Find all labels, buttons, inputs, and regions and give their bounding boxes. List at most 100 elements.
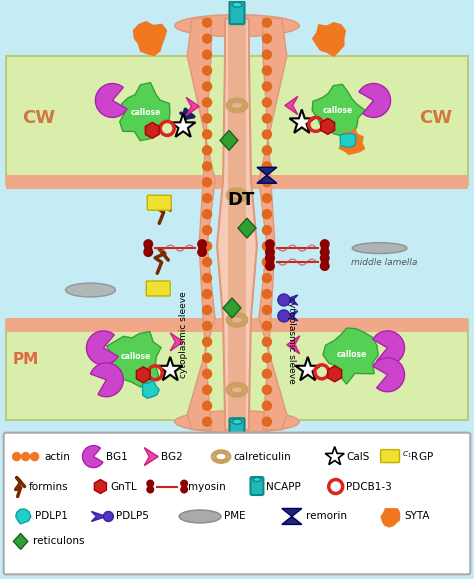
Circle shape (202, 178, 211, 187)
Polygon shape (171, 113, 195, 137)
Text: BG1: BG1 (106, 452, 128, 461)
Circle shape (144, 244, 152, 252)
Circle shape (198, 244, 206, 252)
Circle shape (263, 306, 272, 314)
Circle shape (263, 241, 272, 251)
Circle shape (202, 321, 211, 331)
Circle shape (202, 338, 211, 346)
Polygon shape (257, 167, 277, 184)
Circle shape (31, 453, 38, 460)
Polygon shape (94, 479, 107, 493)
Circle shape (320, 253, 330, 263)
Polygon shape (228, 19, 246, 430)
Text: PME: PME (224, 511, 246, 522)
Circle shape (265, 253, 275, 263)
Ellipse shape (232, 419, 242, 424)
Polygon shape (312, 22, 346, 57)
Polygon shape (285, 96, 298, 115)
Circle shape (146, 479, 154, 488)
Circle shape (22, 453, 29, 460)
Circle shape (103, 511, 113, 522)
Circle shape (263, 34, 272, 43)
Bar (6, 175, 468, 189)
Bar (6, 318, 468, 332)
Polygon shape (380, 508, 401, 527)
Polygon shape (13, 533, 28, 549)
Text: callose: callose (337, 350, 367, 360)
Circle shape (202, 417, 211, 426)
Polygon shape (170, 333, 183, 351)
Polygon shape (338, 129, 365, 155)
Polygon shape (91, 511, 106, 522)
Circle shape (143, 239, 153, 249)
Circle shape (263, 369, 272, 378)
Polygon shape (186, 97, 199, 116)
FancyBboxPatch shape (229, 418, 245, 441)
Ellipse shape (253, 478, 261, 482)
Circle shape (202, 66, 211, 75)
Circle shape (263, 146, 272, 155)
Text: cytoplasmic sleeve: cytoplasmic sleeve (179, 291, 188, 378)
Circle shape (265, 239, 275, 249)
Text: CalS: CalS (346, 452, 370, 461)
Text: PDLP1: PDLP1 (35, 511, 67, 522)
Circle shape (263, 353, 272, 362)
Circle shape (202, 162, 211, 171)
Wedge shape (86, 331, 118, 365)
Circle shape (146, 486, 154, 493)
Circle shape (263, 162, 272, 171)
Circle shape (202, 130, 211, 139)
Polygon shape (340, 133, 356, 147)
Text: callose: callose (323, 106, 353, 115)
FancyBboxPatch shape (250, 477, 264, 495)
Circle shape (180, 479, 188, 488)
Ellipse shape (65, 283, 115, 297)
Polygon shape (284, 295, 298, 305)
Circle shape (266, 244, 274, 252)
Circle shape (321, 244, 329, 252)
Circle shape (320, 239, 330, 249)
Circle shape (263, 18, 272, 27)
Text: myosin: myosin (188, 482, 226, 492)
Text: PM: PM (12, 353, 39, 367)
Polygon shape (220, 130, 238, 151)
Circle shape (265, 247, 275, 257)
Wedge shape (82, 446, 103, 468)
Text: callose: callose (130, 108, 160, 117)
Polygon shape (282, 508, 302, 525)
Text: $^{C_1}$RGP: $^{C_1}$RGP (401, 450, 434, 464)
Circle shape (202, 34, 211, 43)
Circle shape (263, 338, 272, 346)
Circle shape (202, 82, 211, 91)
Polygon shape (223, 298, 241, 318)
Circle shape (202, 306, 211, 314)
Polygon shape (295, 357, 320, 380)
Polygon shape (144, 448, 158, 466)
Circle shape (197, 239, 207, 249)
Text: actin: actin (45, 452, 71, 461)
Circle shape (263, 130, 272, 139)
Polygon shape (323, 328, 378, 384)
Circle shape (263, 273, 272, 283)
Text: CW: CW (22, 109, 55, 127)
Circle shape (278, 310, 290, 322)
Circle shape (13, 453, 21, 460)
Ellipse shape (352, 243, 407, 254)
Polygon shape (16, 509, 31, 524)
FancyBboxPatch shape (146, 281, 170, 296)
Circle shape (263, 50, 272, 59)
Circle shape (265, 261, 275, 271)
Text: DT: DT (228, 191, 255, 209)
Polygon shape (321, 119, 335, 134)
Circle shape (321, 258, 329, 266)
Polygon shape (312, 85, 365, 136)
Polygon shape (158, 357, 182, 380)
Circle shape (263, 210, 272, 219)
Polygon shape (146, 122, 159, 138)
Polygon shape (120, 83, 170, 141)
Circle shape (263, 66, 272, 75)
Circle shape (263, 98, 272, 107)
Circle shape (202, 401, 211, 410)
Circle shape (202, 273, 211, 283)
Wedge shape (373, 331, 404, 365)
